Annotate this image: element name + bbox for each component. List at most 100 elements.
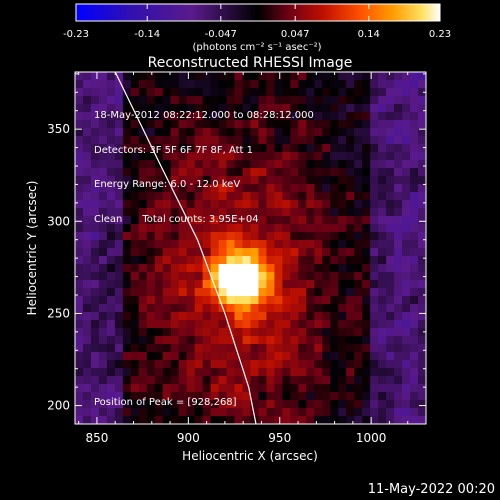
heatmap-cell bbox=[274, 368, 284, 377]
heatmap-cell bbox=[314, 288, 323, 297]
heatmap-cell bbox=[282, 176, 291, 185]
heatmap-cell bbox=[266, 232, 276, 241]
heatmap-cell bbox=[298, 152, 307, 161]
heatmap-cell bbox=[306, 112, 315, 121]
heatmap-cell bbox=[162, 408, 172, 417]
heatmap-cell bbox=[338, 104, 347, 113]
heatmap-cell bbox=[75, 88, 84, 97]
heatmap-cell bbox=[402, 392, 411, 401]
heatmap-cell bbox=[194, 296, 204, 305]
heatmap-cell bbox=[106, 288, 116, 297]
heatmap-cell bbox=[362, 320, 371, 329]
heatmap-cell bbox=[90, 208, 100, 217]
heatmap-cell bbox=[90, 216, 100, 225]
heatmap-cell bbox=[178, 96, 188, 105]
heatmap-cell bbox=[170, 96, 180, 105]
heatmap-cell bbox=[138, 408, 148, 417]
heatmap-cell bbox=[338, 168, 347, 177]
heatmap-cell bbox=[106, 304, 116, 313]
heatmap-cell bbox=[75, 232, 84, 241]
heatmap-cell bbox=[210, 208, 220, 217]
heatmap-cell bbox=[378, 312, 387, 321]
heatmap-cell bbox=[90, 240, 100, 249]
heatmap-cell bbox=[162, 264, 172, 273]
heatmap-cell bbox=[306, 80, 315, 89]
heatmap-cell bbox=[226, 144, 236, 153]
heatmap-cell bbox=[194, 104, 204, 113]
heatmap-cell bbox=[130, 160, 140, 169]
heatmap-cell bbox=[314, 192, 323, 201]
heatmap-cell bbox=[114, 136, 124, 145]
heatmap-cell bbox=[75, 408, 84, 417]
heatmap-cell bbox=[210, 192, 220, 201]
heatmap-cell bbox=[75, 104, 84, 113]
heatmap-cell bbox=[194, 336, 204, 345]
heatmap-cell bbox=[122, 376, 132, 385]
heatmap-cell bbox=[146, 136, 156, 145]
heatmap-cell bbox=[162, 384, 172, 393]
heatmap-cell bbox=[250, 136, 260, 145]
heatmap-cell bbox=[290, 176, 299, 185]
heatmap-cell bbox=[266, 400, 276, 409]
heatmap-cell bbox=[346, 328, 355, 337]
heatmap-cell bbox=[394, 176, 403, 185]
heatmap-cell bbox=[354, 240, 363, 249]
heatmap-cell bbox=[178, 272, 188, 281]
heatmap-cell bbox=[75, 160, 84, 169]
heatmap-cell bbox=[282, 344, 291, 353]
heatmap-cell bbox=[274, 304, 284, 313]
heatmap-cell bbox=[106, 368, 116, 377]
heatmap-cell bbox=[418, 168, 426, 177]
heatmap-cell bbox=[250, 392, 260, 401]
heatmap-cell bbox=[354, 120, 363, 129]
heatmap-cell bbox=[314, 328, 323, 337]
heatmap-cell bbox=[354, 88, 363, 97]
heatmap-cell bbox=[210, 328, 220, 337]
heatmap-cell bbox=[98, 184, 108, 193]
heatmap-cell bbox=[82, 88, 92, 97]
heatmap-cell bbox=[218, 240, 228, 249]
heatmap-cell bbox=[178, 376, 188, 385]
heatmap-cell bbox=[402, 272, 411, 281]
heatmap-cell bbox=[306, 416, 315, 424]
heatmap-cell bbox=[98, 400, 108, 409]
heatmap-cell bbox=[170, 296, 180, 305]
heatmap-cell bbox=[266, 344, 276, 353]
heatmap-cell bbox=[394, 264, 403, 273]
heatmap-cell bbox=[322, 176, 331, 185]
heatmap-cell bbox=[394, 248, 403, 257]
heatmap-cell bbox=[378, 160, 387, 169]
heatmap-cell bbox=[282, 328, 291, 337]
heatmap-cell bbox=[242, 352, 252, 361]
heatmap-cell bbox=[98, 112, 108, 121]
heatmap-cell bbox=[130, 360, 140, 369]
heatmap-cell bbox=[178, 88, 188, 97]
heatmap-cell bbox=[234, 128, 244, 137]
heatmap-cell bbox=[378, 80, 387, 89]
heatmap-cell bbox=[154, 384, 164, 393]
heatmap-cell bbox=[370, 184, 379, 193]
heatmap-cell bbox=[90, 352, 100, 361]
heatmap-cell bbox=[130, 88, 140, 97]
y-tick-label: 350 bbox=[47, 122, 70, 136]
heatmap-cell bbox=[266, 88, 276, 97]
heatmap-cell bbox=[330, 280, 339, 289]
heatmap-cell bbox=[202, 112, 212, 121]
heatmap-cell bbox=[106, 376, 116, 385]
heatmap-cell bbox=[378, 88, 387, 97]
heatmap-cell bbox=[370, 176, 379, 185]
heatmap-cell bbox=[114, 416, 124, 424]
heatmap-cell bbox=[298, 272, 307, 281]
heatmap-cell bbox=[194, 136, 204, 145]
heatmap-cell bbox=[402, 248, 411, 257]
heatmap-cell bbox=[378, 232, 387, 241]
heatmap-cell bbox=[290, 112, 299, 121]
heatmap-cell bbox=[258, 240, 268, 249]
heatmap-cell bbox=[178, 416, 188, 424]
heatmap-cell bbox=[322, 136, 331, 145]
heatmap-cell bbox=[234, 72, 244, 81]
heatmap-cell bbox=[370, 400, 379, 409]
heatmap-cell bbox=[130, 368, 140, 377]
heatmap-cell bbox=[226, 112, 236, 121]
heatmap-cell bbox=[75, 184, 84, 193]
